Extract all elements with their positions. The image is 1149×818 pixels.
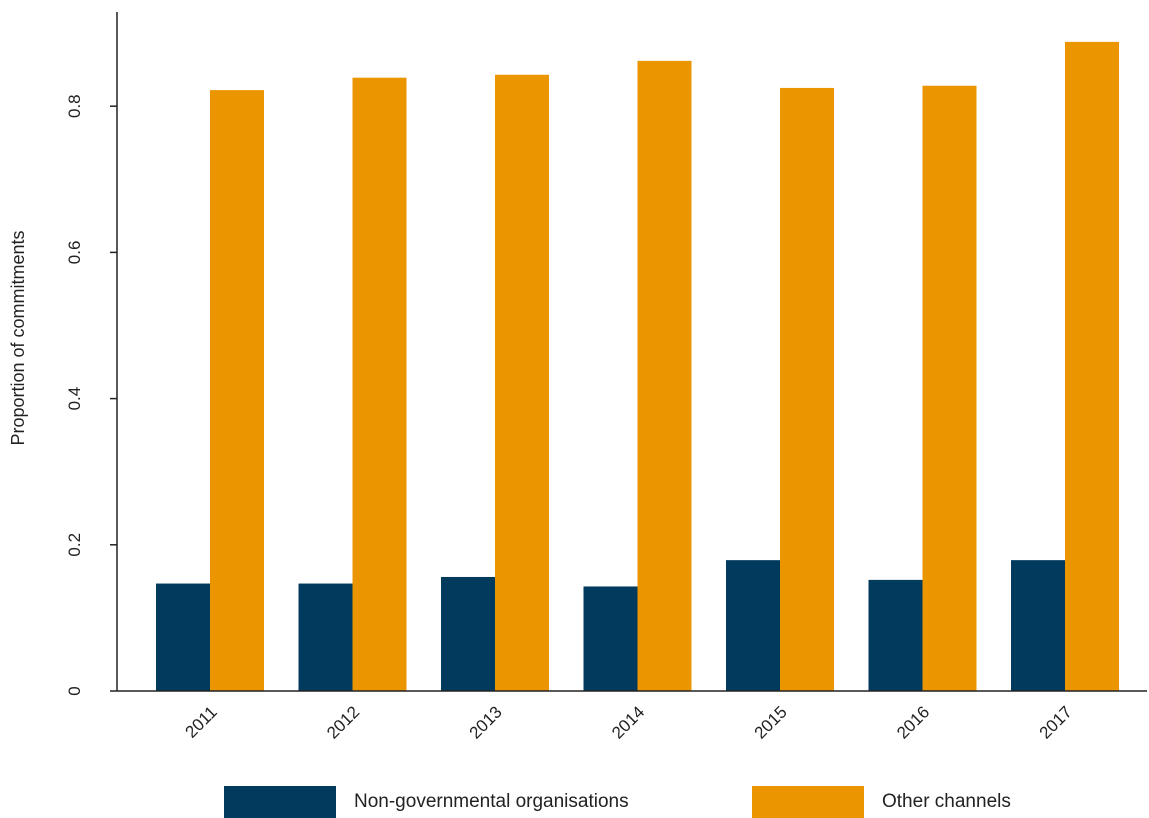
legend-label-other: Other channels xyxy=(882,791,1011,812)
legend-swatch-other xyxy=(752,786,864,818)
bar-ngo-2014 xyxy=(583,586,638,691)
bar-ngo-2011 xyxy=(156,583,210,691)
x-tick-label: 2011 xyxy=(182,702,221,741)
legend: Non-governmental organisations Other cha… xyxy=(0,786,1149,818)
bar-other-2016 xyxy=(922,85,977,692)
x-tick-label: 2014 xyxy=(608,702,648,742)
y-axis-title: Proportion of commitments xyxy=(8,230,28,445)
bar-ngo-2016 xyxy=(868,579,923,691)
y-axis-ticks: 0 0.2 0.4 0.6 0.8 xyxy=(65,94,117,696)
bar-ngo-2017 xyxy=(1011,560,1065,691)
x-tick-label: 2016 xyxy=(893,702,933,742)
x-tick-label: 2015 xyxy=(751,702,791,742)
legend-swatch-ngo xyxy=(224,786,336,818)
y-tick-label: 0.4 xyxy=(65,387,84,411)
bar-other-2012 xyxy=(352,77,407,692)
y-tick-label: 0 xyxy=(65,686,84,695)
bar-other-2017 xyxy=(1065,41,1119,691)
legend-item-ngo: Non-governmental organisations xyxy=(224,786,629,818)
bar-ngo-2012 xyxy=(298,583,353,691)
x-tick-label: 2013 xyxy=(466,702,506,742)
bar-other-2014 xyxy=(637,60,692,692)
y-tick-label: 0.8 xyxy=(65,94,84,118)
bars-group xyxy=(156,41,1119,692)
bar-chart: 00.20.40.60.8 2011 2012 2013 2014 2015 2016 20… xyxy=(8,12,1147,743)
bar-other-2015 xyxy=(780,87,834,692)
bar-other-2013 xyxy=(495,74,549,692)
y-tick-label: 0.2 xyxy=(65,533,84,557)
legend-label-ngo: Non-governmental organisations xyxy=(354,791,629,812)
bar-ngo-2013 xyxy=(441,576,495,691)
x-axis-ticks: 2011 2012 2013 2014 2015 2016 2017 xyxy=(182,702,1076,742)
bar-ngo-2015 xyxy=(726,560,780,691)
bar-other-2011 xyxy=(210,90,264,692)
x-tick-label: 2017 xyxy=(1036,702,1076,742)
legend-item-other: Other channels xyxy=(752,786,1011,818)
x-tick-label: 2012 xyxy=(323,702,363,742)
y-tick-label: 0.6 xyxy=(65,241,84,265)
